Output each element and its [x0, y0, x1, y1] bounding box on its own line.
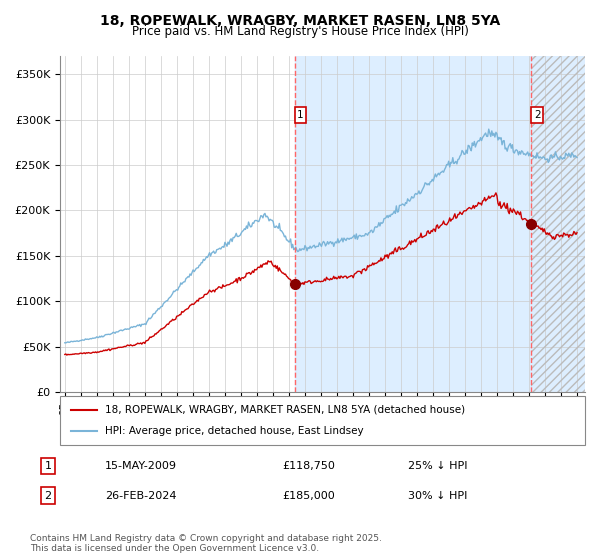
Text: 1: 1 — [297, 110, 304, 120]
Bar — [532, 56, 585, 392]
Text: 26-FEB-2024: 26-FEB-2024 — [105, 491, 176, 501]
Text: 18, ROPEWALK, WRAGBY, MARKET RASEN, LN8 5YA: 18, ROPEWALK, WRAGBY, MARKET RASEN, LN8 … — [100, 14, 500, 28]
Text: 1: 1 — [44, 461, 52, 471]
Text: 30% ↓ HPI: 30% ↓ HPI — [408, 491, 467, 501]
Text: Contains HM Land Registry data © Crown copyright and database right 2025.
This d: Contains HM Land Registry data © Crown c… — [30, 534, 382, 553]
Text: 25% ↓ HPI: 25% ↓ HPI — [408, 461, 467, 471]
Text: £185,000: £185,000 — [282, 491, 335, 501]
Bar — [295, 56, 532, 392]
Bar — [532, 56, 585, 392]
Text: 15-MAY-2009: 15-MAY-2009 — [105, 461, 177, 471]
FancyBboxPatch shape — [60, 396, 585, 445]
Text: 18, ROPEWALK, WRAGBY, MARKET RASEN, LN8 5YA (detached house): 18, ROPEWALK, WRAGBY, MARKET RASEN, LN8 … — [104, 405, 465, 415]
Text: 2: 2 — [534, 110, 541, 120]
Text: 2: 2 — [44, 491, 52, 501]
Text: HPI: Average price, detached house, East Lindsey: HPI: Average price, detached house, East… — [104, 426, 363, 436]
Text: £118,750: £118,750 — [282, 461, 335, 471]
Text: Price paid vs. HM Land Registry's House Price Index (HPI): Price paid vs. HM Land Registry's House … — [131, 25, 469, 38]
